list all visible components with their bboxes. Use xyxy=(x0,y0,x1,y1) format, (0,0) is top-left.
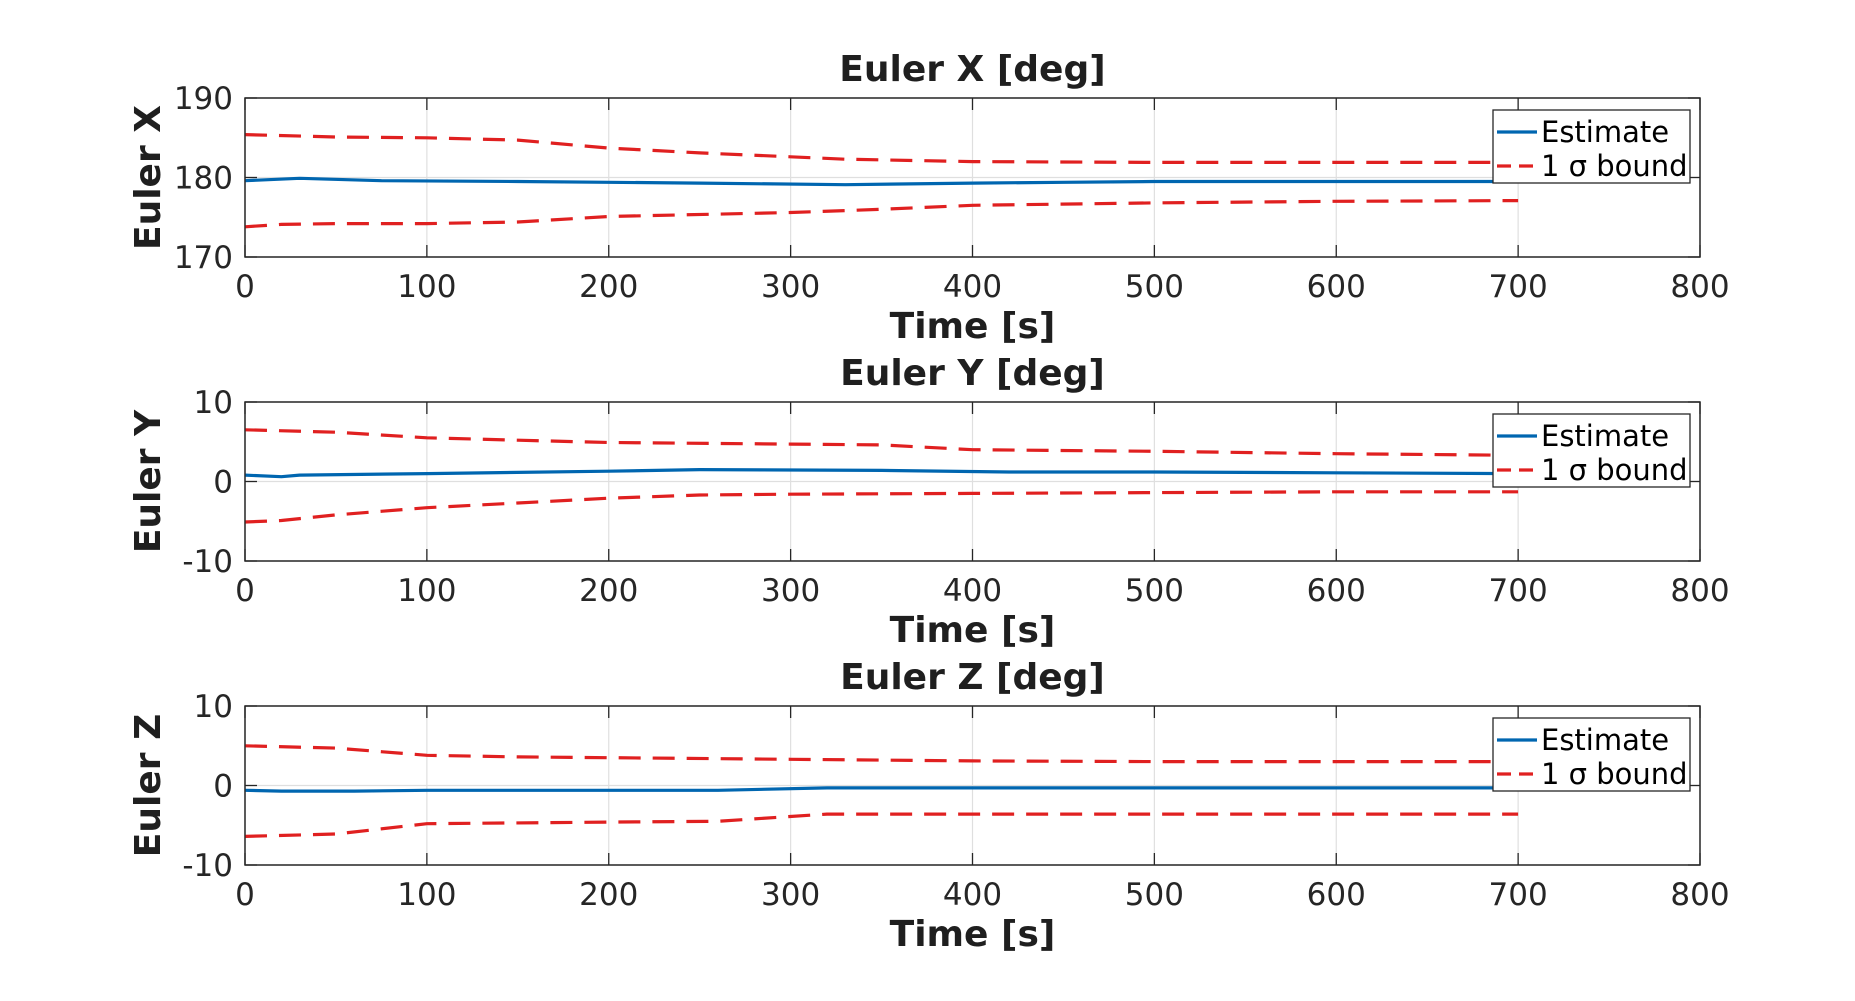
legend-label-sigma-bound: 1 σ bound xyxy=(1541,757,1688,791)
x-tick-label: 0 xyxy=(235,573,255,609)
x-tick-label: 600 xyxy=(1307,269,1366,305)
legend-label-estimate: Estimate xyxy=(1541,723,1669,757)
chart-title: Euler Y [deg] xyxy=(840,353,1105,394)
x-tick-label: 0 xyxy=(235,269,255,305)
x-tick-label: 100 xyxy=(397,877,456,913)
chart-title: Euler X [deg] xyxy=(839,49,1105,90)
x-tick-label: 400 xyxy=(943,269,1002,305)
legend-box xyxy=(1492,717,1691,792)
x-tick-label: 700 xyxy=(1489,573,1548,609)
x-tick-label: 600 xyxy=(1307,877,1366,913)
x-tick-label: 200 xyxy=(579,877,638,913)
x-tick-label: 700 xyxy=(1489,877,1548,913)
x-tick-label: 100 xyxy=(397,573,456,609)
y-tick-label: 180 xyxy=(174,161,233,197)
y-axis-label: Euler X xyxy=(128,105,169,250)
y-tick-label: -10 xyxy=(182,848,233,884)
x-tick-label: 500 xyxy=(1125,877,1184,913)
series-line-estimate xyxy=(244,176,1519,187)
y-axis-label: Euler Z xyxy=(128,714,169,857)
y-axis-label: Euler Y xyxy=(128,409,169,553)
x-tick-label: 600 xyxy=(1307,573,1366,609)
x-tick-label: 0 xyxy=(235,877,255,913)
y-tick-label: 0 xyxy=(213,769,233,805)
legend-box xyxy=(1492,413,1691,488)
series-line-sigma-bound xyxy=(244,199,1519,229)
series-line-sigma-bound xyxy=(244,744,1519,764)
chart-title: Euler Z [deg] xyxy=(840,657,1105,698)
y-tick-label: 10 xyxy=(194,689,233,725)
y-tick-label: 0 xyxy=(213,465,233,501)
x-tick-label: 500 xyxy=(1125,573,1184,609)
series-line-sigma-bound xyxy=(244,490,1519,524)
series-line-sigma-bound xyxy=(244,428,1519,457)
legend-label-sigma-bound: 1 σ bound xyxy=(1541,149,1688,183)
x-axis-label: Time [s] xyxy=(890,306,1056,347)
x-axis-label: Time [s] xyxy=(890,610,1056,651)
series-line-sigma-bound xyxy=(244,812,1519,838)
x-axis-label: Time [s] xyxy=(890,914,1056,955)
x-tick-label: 400 xyxy=(943,877,1002,913)
x-tick-label: 700 xyxy=(1489,269,1548,305)
x-tick-label: 800 xyxy=(1670,573,1729,609)
y-tick-label: 190 xyxy=(174,81,233,117)
x-tick-label: 300 xyxy=(761,877,820,913)
legend-box xyxy=(1492,109,1691,184)
y-tick-label: -10 xyxy=(182,544,233,580)
y-tick-label: 10 xyxy=(194,385,233,421)
legend-label-estimate: Estimate xyxy=(1541,115,1669,149)
series-line-estimate xyxy=(244,468,1519,479)
x-tick-label: 300 xyxy=(761,573,820,609)
legend-label-estimate: Estimate xyxy=(1541,419,1669,453)
x-tick-label: 400 xyxy=(943,573,1002,609)
x-tick-label: 500 xyxy=(1125,269,1184,305)
x-tick-label: 200 xyxy=(579,269,638,305)
series-line-estimate xyxy=(244,786,1519,793)
x-tick-label: 100 xyxy=(397,269,456,305)
legend-label-sigma-bound: 1 σ bound xyxy=(1541,453,1688,487)
x-tick-label: 300 xyxy=(761,269,820,305)
subplot-1: 0 100 200 300 400 500 600 700 800170180190Euler … xyxy=(128,49,1730,347)
x-tick-label: 800 xyxy=(1670,877,1729,913)
x-tick-label: 200 xyxy=(579,573,638,609)
x-tick-label: 800 xyxy=(1670,269,1729,305)
y-tick-label: 170 xyxy=(174,240,233,276)
